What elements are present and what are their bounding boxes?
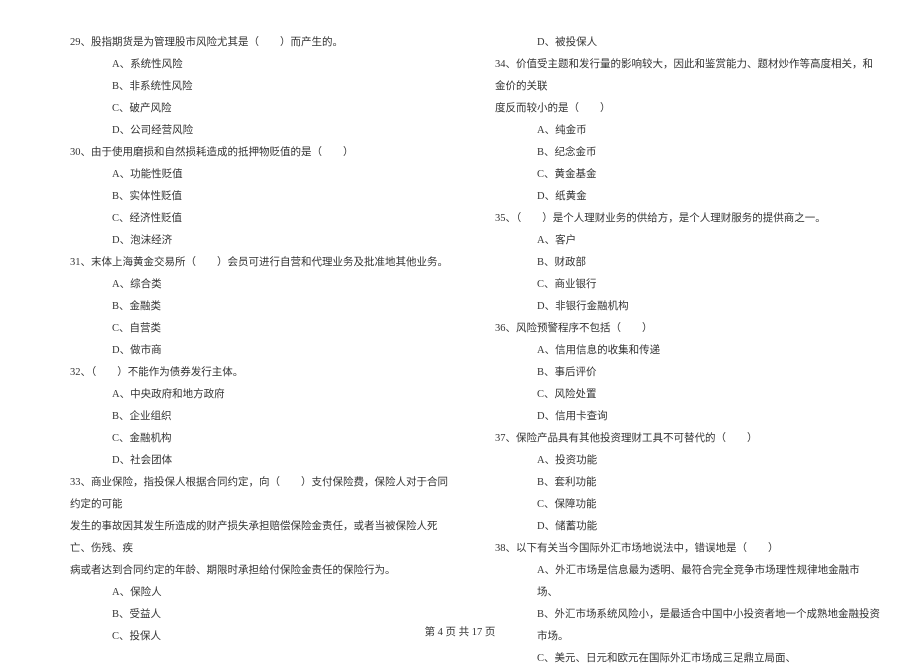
q36-b: B、事后评价	[495, 362, 880, 384]
q37-a: A、投资功能	[495, 450, 880, 472]
q34-c: C、黄金基金	[495, 164, 880, 186]
q33-a: A、保险人	[70, 582, 455, 604]
q34-d: D、纸黄金	[495, 186, 880, 208]
q38: 38、以下有关当今国际外汇市场地说法中，错误地是（ ）	[495, 538, 880, 560]
q31-a: A、综合类	[70, 274, 455, 296]
q31-d: D、做市商	[70, 340, 455, 362]
q33-b: B、受益人	[70, 604, 455, 626]
q33-c: C、投保人	[70, 626, 455, 648]
q31-b: B、金融类	[70, 296, 455, 318]
q34-b: B、纪念金币	[495, 142, 880, 164]
q34-line2: 度反而较小的是（ ）	[495, 98, 880, 120]
q37-b: B、套利功能	[495, 472, 880, 494]
q35-d: D、非银行金融机构	[495, 296, 880, 318]
q37-d: D、储蓄功能	[495, 516, 880, 538]
q32-b: B、企业组织	[70, 406, 455, 428]
left-column: 29、股指期货是为管理股市风险尤其是（ ）而产生的。 A、系统性风险 B、非系统…	[70, 32, 475, 610]
q32-c: C、金融机构	[70, 428, 455, 450]
q29-d: D、公司经营风险	[70, 120, 455, 142]
q37: 37、保险产品具有其他投资理财工具不可替代的（ ）	[495, 428, 880, 450]
q29-b: B、非系统性风险	[70, 76, 455, 98]
q29-a: A、系统性风险	[70, 54, 455, 76]
q35-b: B、财政部	[495, 252, 880, 274]
q32-d: D、社会团体	[70, 450, 455, 472]
q30-b: B、实体性贬值	[70, 186, 455, 208]
q37-c: C、保障功能	[495, 494, 880, 516]
q38-a: A、外汇市场是信息最为透明、最符合完全竞争市场理性规律地金融市场、	[495, 560, 880, 604]
q29-c: C、破产风险	[70, 98, 455, 120]
q33-line2: 发生的事故因其发生所造成的财产损失承担赔偿保险金责任，或者当被保险人死亡、伤残、…	[70, 516, 455, 560]
page-body: 29、股指期货是为管理股市风险尤其是（ ）而产生的。 A、系统性风险 B、非系统…	[0, 0, 920, 620]
q38-b: B、外汇市场系统风险小，是最适合中国中小投资者地一个成熟地金融投资市场。	[495, 604, 880, 648]
q35: 35、（ ）是个人理财业务的供给方，是个人理财服务的提供商之一。	[495, 208, 880, 230]
q38-c: C、美元、日元和欧元在国际外汇市场成三足鼎立局面、	[495, 648, 880, 670]
q30-a: A、功能性贬值	[70, 164, 455, 186]
right-column: D、被投保人 34、价值受主题和发行量的影响较大，因此和鉴赏能力、题材炒作等高度…	[475, 32, 880, 610]
q36-c: C、风险处置	[495, 384, 880, 406]
q35-a: A、客户	[495, 230, 880, 252]
q31-c: C、自营类	[70, 318, 455, 340]
q30-d: D、泡沫经济	[70, 230, 455, 252]
q36: 36、风险预警程序不包括（ ）	[495, 318, 880, 340]
q30-c: C、经济性贬值	[70, 208, 455, 230]
q34-a: A、纯金币	[495, 120, 880, 142]
q31: 31、末体上海黄金交易所（ ）会员可进行自营和代理业务及批准地其他业务。	[70, 252, 455, 274]
q36-a: A、信用信息的收集和传递	[495, 340, 880, 362]
q32-a: A、中央政府和地方政府	[70, 384, 455, 406]
q32: 32、（ ）不能作为债券发行主体。	[70, 362, 455, 384]
q33: 33、商业保险，指投保人根据合同约定，向（ ）支付保险费，保险人对于合同约定的可…	[70, 472, 455, 516]
q29: 29、股指期货是为管理股市风险尤其是（ ）而产生的。	[70, 32, 455, 54]
q34: 34、价值受主题和发行量的影响较大，因此和鉴赏能力、题材炒作等高度相关，和金价的…	[495, 54, 880, 98]
q30: 30、由于使用磨损和自然损耗造成的抵押物贬值的是（ ）	[70, 142, 455, 164]
q36-d: D、信用卡查询	[495, 406, 880, 428]
q33-d: D、被投保人	[495, 32, 880, 54]
q33-line3: 病或者达到合同约定的年龄、期限时承担给付保险金责任的保险行为。	[70, 560, 455, 582]
q35-c: C、商业银行	[495, 274, 880, 296]
